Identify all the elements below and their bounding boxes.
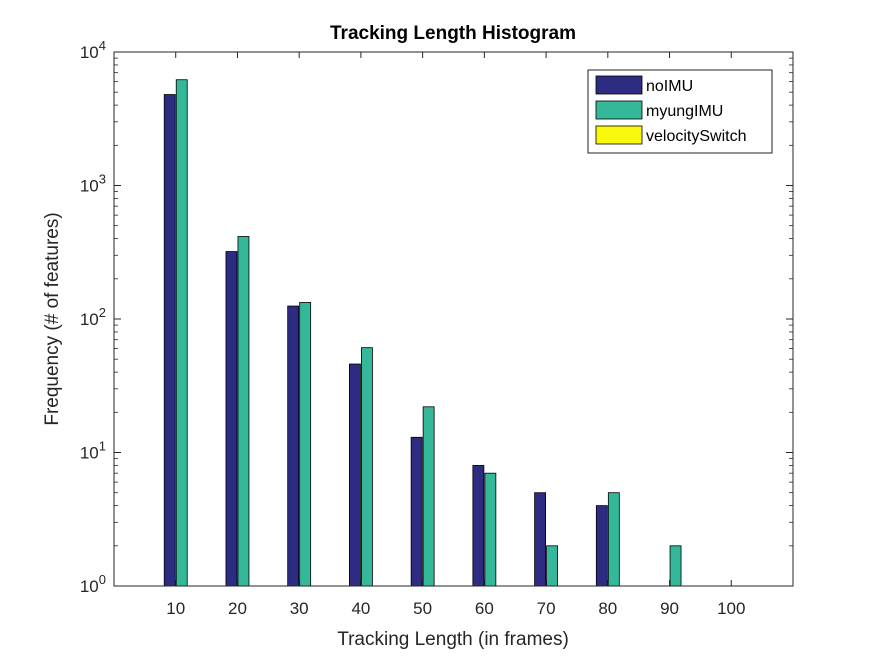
x-axis-label: Tracking Length (in frames) (337, 629, 569, 650)
bar-noIMU-70 (534, 492, 546, 587)
bar-noIMU-80 (595, 505, 608, 587)
x-tick-label: 100 (717, 599, 745, 618)
bar-noIMU-10 (163, 94, 176, 587)
legend-label-myungIMU: myungIMU (646, 103, 723, 120)
bar-myungIMU-70 (546, 545, 558, 587)
legend-swatch-myungIMU (595, 100, 643, 120)
bar-myungIMU-60 (484, 472, 497, 587)
legend-swatch-noIMU (595, 75, 643, 95)
y-tick-label: 101 (80, 439, 106, 463)
y-tick-label: 100 (80, 572, 106, 596)
x-tick-label: 90 (660, 599, 679, 618)
y-tick-label: 103 (80, 172, 106, 196)
x-tick-label: 60 (475, 599, 494, 618)
legend-swatch-velocitySwitch (595, 125, 643, 145)
bar-myungIMU-50 (422, 406, 435, 587)
bar-myungIMU-80 (607, 492, 620, 587)
bar-myungIMU-30 (299, 302, 312, 587)
legend-label-noIMU: noIMU (646, 78, 693, 95)
y-tick-label: 102 (80, 305, 106, 329)
bar-noIMU-30 (287, 305, 300, 587)
bar-noIMU-40 (349, 363, 361, 587)
legend-label-velocitySwitch: velocitySwitch (646, 128, 746, 145)
bar-noIMU-60 (472, 465, 485, 587)
y-axis-ticks: 100 101 102 103 104 (80, 38, 793, 596)
x-tick-label: 30 (290, 599, 309, 618)
x-tick-label: 80 (598, 599, 617, 618)
x-tick-label: 20 (228, 599, 247, 618)
y-axis-label: Frequency (# of features) (42, 212, 63, 425)
bar-myungIMU-40 (361, 347, 373, 587)
x-tick-label: 40 (351, 599, 370, 618)
bar-myungIMU-90 (669, 545, 682, 587)
bar-myungIMU-20 (237, 236, 250, 587)
x-axis-ticks: 10 20 30 40 50 60 70 80 90 100 (166, 52, 745, 618)
chart-title: Tracking Length Histogram (330, 23, 576, 44)
x-tick-label: 10 (166, 599, 185, 618)
x-tick-label: 50 (413, 599, 432, 618)
legend: noIMU myungIMU velocitySwitch (587, 69, 773, 154)
x-tick-label: 70 (537, 599, 556, 618)
y-tick-label: 104 (80, 38, 106, 62)
bar-noIMU-20 (225, 251, 238, 587)
bar-noIMU-50 (410, 436, 423, 587)
plot-frame (113, 51, 794, 587)
bar-myungIMU-10 (175, 79, 188, 587)
